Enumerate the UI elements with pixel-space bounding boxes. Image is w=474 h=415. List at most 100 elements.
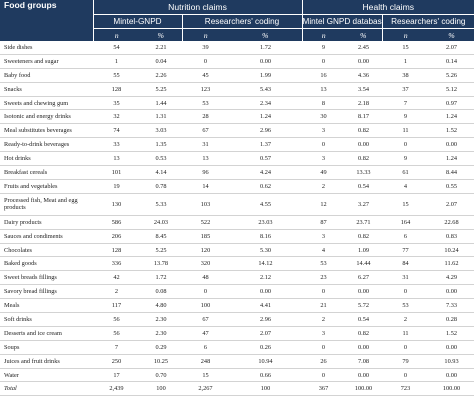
count-cell: 3 <box>302 326 345 341</box>
food-group-label: Snacks <box>0 82 93 97</box>
count-cell: 9 <box>382 109 429 125</box>
table-row: Savory bread fillings 2 0.08 0 0.00 0 0.00 0 0.0… <box>0 284 474 300</box>
percent-cell: 7.08 <box>345 354 382 369</box>
percent-cell: 0.82 <box>345 229 382 244</box>
count-cell: 0 <box>302 54 345 69</box>
food-group-label: Fruits and vegetables <box>0 179 93 194</box>
count-cell: 0 <box>382 284 429 300</box>
count-cell: 7 <box>382 96 429 111</box>
nutrition-researchers-header: Researchers' coding <box>181 14 302 29</box>
count-cell: 9 <box>382 151 429 167</box>
count-cell: 31 <box>382 270 429 286</box>
percent-cell: 1.24 <box>229 109 302 125</box>
percent-cell: 0.82 <box>345 123 382 139</box>
percent-cell: 11.62 <box>429 256 474 272</box>
food-group-label: Side dishes <box>0 41 93 55</box>
percent-cell: 0.54 <box>345 179 382 194</box>
count-cell: 15 <box>382 41 429 55</box>
table-row: Isotonic and energy drinks 32 1.31 28 1.24 30… <box>0 109 474 125</box>
count-cell: 31 <box>182 137 229 153</box>
count-cell: 3 <box>302 151 345 167</box>
count-cell: 37 <box>382 82 429 97</box>
food-group-label: Chocolates <box>0 243 93 258</box>
count-cell: 123 <box>182 82 229 97</box>
percent-cell: 0.04 <box>140 54 182 69</box>
count-cell: 3 <box>302 123 345 139</box>
food-group-label: Breakfast cereals <box>0 165 93 180</box>
percent-cell: 8.17 <box>345 109 382 125</box>
percent-cell: 13.78 <box>140 256 182 272</box>
food-group-label: Savory bread fillings <box>0 284 93 300</box>
percent-cell: 0.62 <box>229 179 302 194</box>
food-group-label: Sweets and chewing gum <box>0 96 93 111</box>
percent-cell: 100.00 <box>429 381 474 397</box>
count-cell: 206 <box>93 229 140 244</box>
data-table: Food groups Nutrition claims Health clai… <box>0 0 474 397</box>
count-cell: 21 <box>302 298 345 314</box>
percent-cell: 0.08 <box>140 284 182 300</box>
percent-cell: 6.27 <box>345 270 382 286</box>
count-cell: 45 <box>182 68 229 83</box>
food-group-label: Ready-to-drink beverages <box>0 137 93 153</box>
percent-cell: 0.78 <box>140 179 182 194</box>
percent-cell: 2.96 <box>229 312 302 327</box>
total-row: Total 2,439 100 2,267 100 367 100.00 723 100.00 <box>0 381 474 397</box>
count-cell: 0 <box>302 340 345 355</box>
food-group-label: Baby food <box>0 68 93 83</box>
count-cell: 0 <box>182 284 229 300</box>
percent-cell: 0.82 <box>345 326 382 341</box>
count-cell: 54 <box>93 41 140 55</box>
percent-cell: 0.00 <box>229 54 302 69</box>
percent-cell: 0.14 <box>429 54 474 69</box>
count-cell: 8 <box>302 96 345 111</box>
count-cell: 0 <box>302 137 345 153</box>
count-cell: 26 <box>302 354 345 369</box>
health-researchers-header: Researchers' coding <box>381 14 474 29</box>
col-pct-header: % <box>140 28 182 41</box>
percent-cell: 1.35 <box>140 137 182 153</box>
count-cell: 6 <box>182 340 229 355</box>
col-pct-header: % <box>345 28 382 41</box>
percent-cell: 14.44 <box>345 256 382 272</box>
table-row: Breakfast cereals 101 4.14 96 4.24 49 13.33 61 8… <box>0 165 474 180</box>
count-cell: 79 <box>382 354 429 369</box>
count-cell: 67 <box>182 312 229 327</box>
percent-cell: 2.34 <box>229 96 302 111</box>
food-group-label: Processed fish, Meat and egg products <box>0 193 93 216</box>
table-row: Soft drinks 56 2.30 67 2.96 2 0.54 2 0.28 <box>0 312 474 327</box>
percent-cell: 1.99 <box>229 68 302 83</box>
percent-cell: 0.00 <box>429 137 474 153</box>
food-group-label: Juices and fruit drinks <box>0 354 93 369</box>
table-row: Sweet breads fillings 42 1.72 48 2.12 23 6.27 3… <box>0 270 474 286</box>
count-cell: 164 <box>382 215 429 230</box>
percent-cell: 3.03 <box>140 123 182 139</box>
count-cell: 0 <box>382 137 429 153</box>
percent-cell: 8.16 <box>229 229 302 244</box>
percent-cell: 22.68 <box>429 215 474 230</box>
percent-cell: 1.31 <box>140 109 182 125</box>
percent-cell: 23.03 <box>229 215 302 230</box>
count-cell: 12 <box>302 193 345 216</box>
food-group-label: Soups <box>0 340 93 355</box>
percent-cell: 5.43 <box>229 82 302 97</box>
count-cell: 100 <box>182 298 229 314</box>
col-n-header: n <box>92 28 140 41</box>
count-cell: 28 <box>182 109 229 125</box>
count-cell: 53 <box>382 298 429 314</box>
table-row: Snacks 128 5.25 123 5.43 13 3.54 37 5.12 <box>0 82 474 97</box>
food-group-label: Sauces and condiments <box>0 229 93 244</box>
count-cell: 0 <box>382 340 429 355</box>
percent-cell: 0.70 <box>140 368 182 383</box>
count-cell: 35 <box>93 96 140 111</box>
food-group-label: Water <box>0 368 93 383</box>
count-cell: 185 <box>182 229 229 244</box>
food-group-label: Meals <box>0 298 93 314</box>
percent-cell: 2.26 <box>140 68 182 83</box>
percent-cell: 5.12 <box>429 82 474 97</box>
count-cell: 4 <box>302 243 345 258</box>
percent-cell: 13.33 <box>345 165 382 180</box>
percent-cell: 4.80 <box>140 298 182 314</box>
percent-cell: 0.29 <box>140 340 182 355</box>
percent-cell: 4.55 <box>229 193 302 216</box>
percent-cell: 0.00 <box>429 340 474 355</box>
